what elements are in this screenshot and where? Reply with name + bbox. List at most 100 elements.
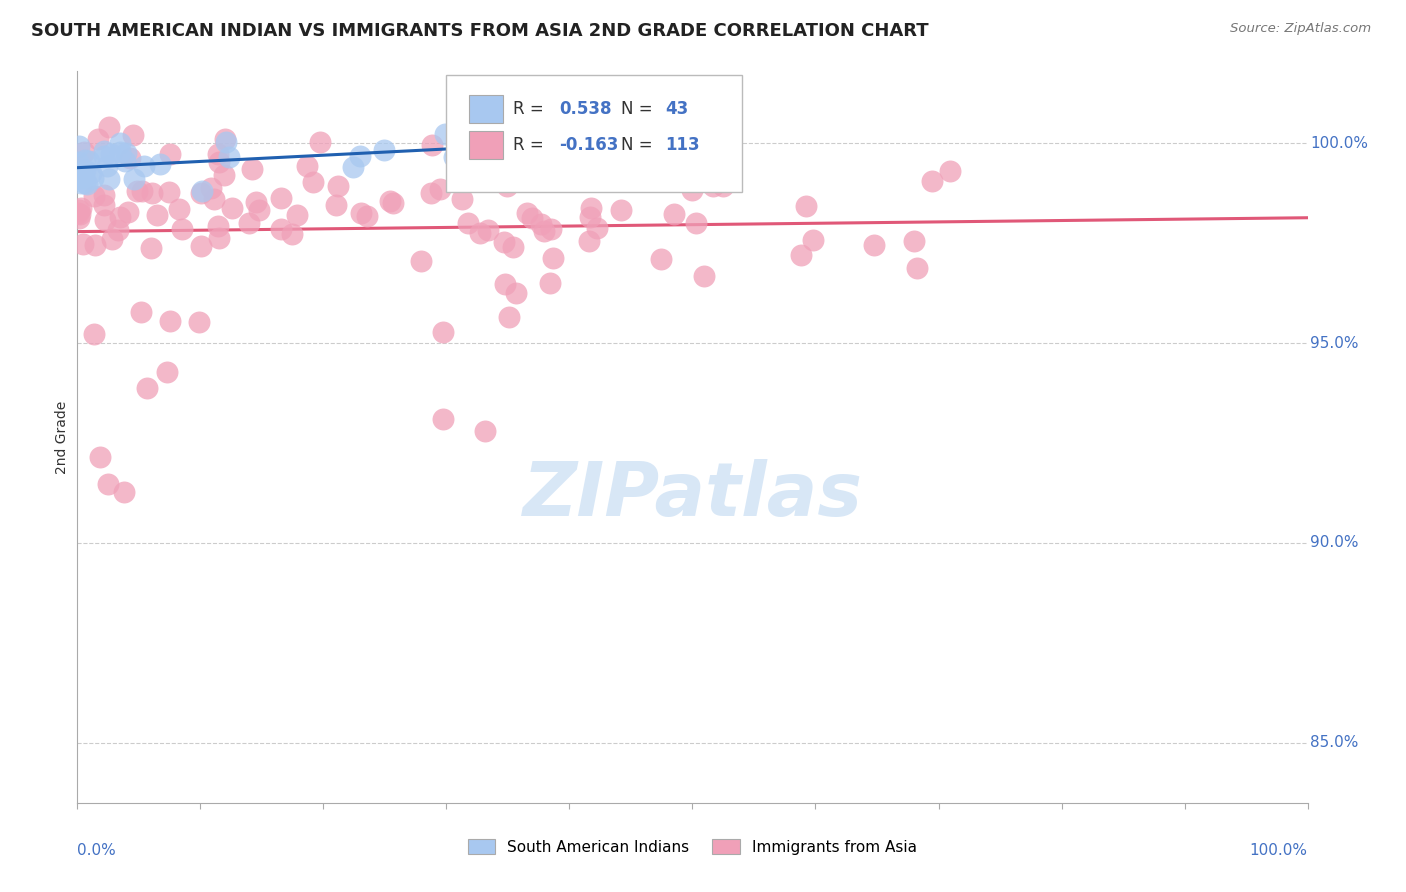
Point	[702, 178, 724, 193]
Point	[80, 166, 103, 180]
Point	[579, 201, 602, 215]
Point	[530, 217, 553, 231]
Point	[610, 202, 633, 217]
Point	[83, 189, 105, 203]
Point	[432, 412, 454, 426]
Point	[502, 240, 524, 254]
Point	[295, 160, 318, 174]
Point	[167, 202, 190, 216]
Text: SOUTH AMERICAN INDIAN VS IMMIGRANTS FROM ASIA 2ND GRADE CORRELATION CHART: SOUTH AMERICAN INDIAN VS IMMIGRANTS FROM…	[31, 22, 928, 40]
Point	[801, 233, 824, 247]
Text: 85.0%: 85.0%	[1310, 735, 1358, 750]
Point	[432, 326, 454, 340]
Y-axis label: 2nd Grade: 2nd Grade	[55, 401, 69, 474]
Point	[524, 128, 547, 143]
Text: -0.163: -0.163	[560, 136, 619, 154]
Point	[93, 145, 115, 159]
Point	[72, 237, 94, 252]
Point	[349, 149, 371, 163]
Point	[285, 208, 308, 222]
Point	[477, 223, 499, 237]
Point	[98, 120, 121, 135]
Point	[118, 151, 141, 165]
Point	[242, 162, 264, 177]
Point	[443, 150, 465, 164]
Point	[97, 172, 120, 186]
FancyBboxPatch shape	[468, 131, 503, 159]
Point	[108, 210, 131, 224]
Point	[593, 125, 616, 139]
Point	[93, 187, 115, 202]
Point	[641, 126, 664, 140]
Point	[190, 186, 212, 201]
Point	[73, 169, 96, 184]
Point	[202, 192, 225, 206]
Point	[693, 268, 716, 283]
Point	[89, 450, 111, 464]
Point	[711, 179, 734, 194]
Point	[238, 216, 260, 230]
Point	[77, 154, 100, 169]
Point	[73, 145, 96, 159]
Text: 90.0%: 90.0%	[1310, 535, 1358, 550]
Point	[247, 202, 270, 217]
Point	[96, 159, 118, 173]
Point	[789, 247, 811, 261]
Point	[69, 176, 91, 190]
Point	[67, 154, 90, 169]
Point	[83, 327, 105, 342]
Point	[188, 315, 211, 329]
Point	[172, 222, 194, 236]
Point	[215, 135, 238, 149]
Text: 100.0%: 100.0%	[1310, 136, 1368, 151]
Point	[159, 314, 181, 328]
Point	[494, 277, 516, 292]
Point	[67, 139, 90, 153]
Point	[93, 149, 115, 163]
Point	[207, 147, 229, 161]
Point	[678, 149, 700, 163]
Point	[356, 209, 378, 223]
Point	[122, 128, 145, 143]
Point	[420, 186, 443, 200]
Point	[681, 183, 703, 197]
Point	[93, 198, 115, 212]
Point	[586, 221, 609, 235]
Point	[114, 154, 136, 169]
Point	[67, 211, 90, 225]
Point	[108, 136, 131, 150]
Point	[637, 125, 659, 139]
Point	[141, 242, 163, 256]
Point	[75, 176, 97, 190]
Point	[939, 164, 962, 178]
Point	[373, 143, 395, 157]
Point	[208, 155, 231, 169]
Point	[468, 226, 491, 240]
FancyBboxPatch shape	[447, 75, 742, 192]
Point	[114, 145, 136, 160]
Point	[903, 235, 925, 249]
Point	[457, 216, 479, 230]
Point	[540, 222, 562, 236]
Point	[626, 156, 648, 170]
Point	[281, 227, 304, 241]
Text: 0.538: 0.538	[560, 100, 612, 118]
Point	[207, 219, 229, 233]
Point	[93, 212, 115, 227]
Text: 43: 43	[665, 100, 689, 118]
Point	[146, 208, 169, 222]
Point	[76, 177, 98, 191]
Legend: South American Indians, Immigrants from Asia: South American Indians, Immigrants from …	[461, 833, 924, 861]
Point	[433, 128, 456, 142]
Point	[420, 138, 443, 153]
Point	[505, 285, 527, 300]
Point	[627, 171, 650, 186]
Point	[69, 207, 91, 221]
Point	[112, 484, 135, 499]
Point	[492, 235, 515, 249]
Point	[582, 128, 605, 142]
Text: ZIPatlas: ZIPatlas	[523, 459, 862, 533]
Point	[650, 252, 672, 266]
Point	[208, 231, 231, 245]
Point	[214, 132, 236, 146]
